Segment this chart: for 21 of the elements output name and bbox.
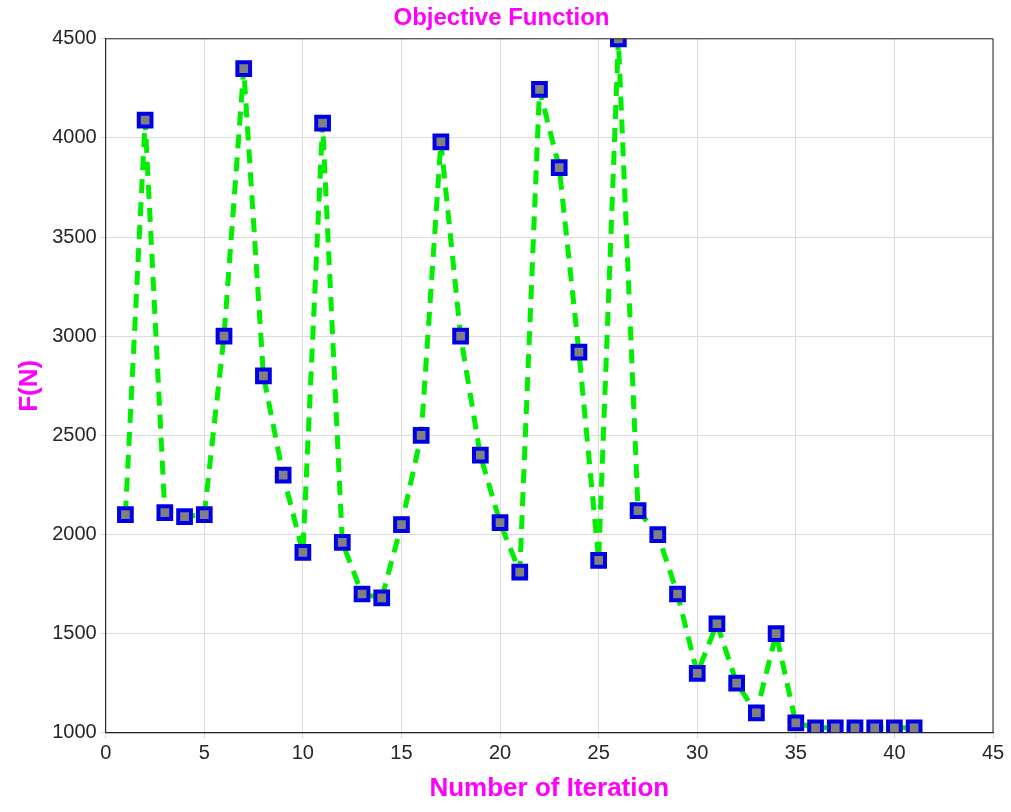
x-tick-label: 0 (100, 741, 112, 764)
x-tick-label: 20 (488, 741, 512, 764)
y-tick-label: 4000 (52, 125, 97, 148)
y-tick-label: 1000 (52, 720, 97, 743)
y-tick-label: 2500 (52, 422, 97, 445)
x-tick-label: 5 (198, 741, 210, 764)
y-tick-label: 1500 (52, 621, 97, 644)
x-tick-label: 25 (587, 741, 610, 764)
y-tick-label: 4500 (52, 26, 97, 49)
x-tick-label: 45 (981, 741, 1005, 764)
y-tick-label: 3500 (52, 224, 97, 247)
y-tick-label: 2000 (52, 522, 97, 545)
chart-title: Objective Function (393, 3, 610, 31)
x-tick-label: 35 (784, 741, 807, 764)
y-axis-title: F(N) (12, 359, 43, 412)
x-tick-label: 40 (883, 741, 906, 764)
y-tick-label: 3000 (52, 323, 97, 346)
x-tick-label: 15 (390, 741, 413, 764)
x-tick-label: 30 (686, 741, 709, 764)
x-axis-title: Number of Iteration (429, 771, 670, 802)
x-tick-label: 10 (291, 741, 314, 764)
